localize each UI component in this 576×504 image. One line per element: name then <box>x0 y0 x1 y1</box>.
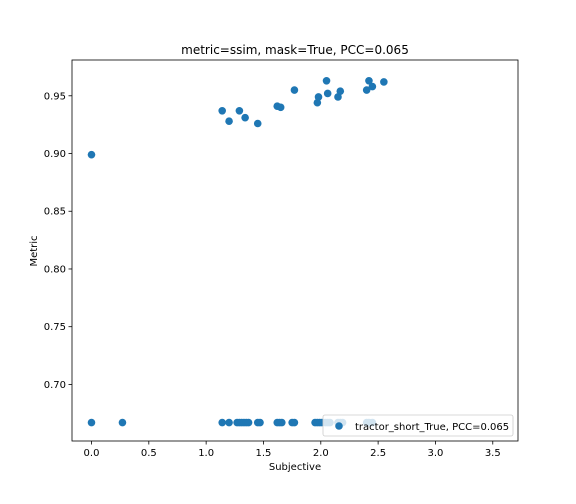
data-point <box>365 76 373 85</box>
x-tick-label: 2.5 <box>370 448 386 459</box>
y-tick-label: 0.75 <box>44 322 66 333</box>
data-point <box>218 107 226 115</box>
chart-title: metric=ssim, mask=True, PCC=0.065 <box>181 43 409 57</box>
x-tick-label: 1.0 <box>198 448 214 459</box>
y-tick-label: 0.85 <box>44 207 66 218</box>
x-tick-label: 1.5 <box>256 448 272 459</box>
data-point <box>235 107 244 115</box>
data-point <box>313 98 322 107</box>
data-point <box>87 150 96 159</box>
data-point <box>225 418 233 427</box>
legend: tractor_short_True, PCC=0.065 <box>322 414 514 437</box>
data-point <box>334 93 342 101</box>
data-point <box>278 418 286 427</box>
x-tick-label: 2.0 <box>313 448 329 459</box>
data-point <box>253 119 262 128</box>
y-tick-label: 0.70 <box>44 380 66 391</box>
data-point <box>290 86 299 94</box>
plot-area <box>71 59 519 442</box>
data-point <box>218 418 226 427</box>
data-point <box>362 86 371 94</box>
y-axis: 0.70 0.75 0.80 0.85 0.90 0.95 <box>44 91 72 391</box>
data-point <box>241 113 249 122</box>
y-tick-label: 0.80 <box>44 264 66 275</box>
x-tick-label: 3.0 <box>427 448 443 459</box>
data-point <box>322 76 331 85</box>
data-point <box>368 82 377 91</box>
data-point <box>225 117 233 125</box>
y-tick-label: 0.90 <box>44 149 66 160</box>
y-tick-label: 0.95 <box>44 91 66 102</box>
data-point <box>323 89 332 98</box>
x-tick-label: 3.5 <box>485 448 501 459</box>
data-point <box>336 87 345 95</box>
y-axis-label: Metric <box>29 235 40 266</box>
data-point <box>244 418 253 427</box>
x-tick-label: 0.5 <box>141 448 157 459</box>
data-point <box>118 418 127 427</box>
legend-label: tractor_short_True, PCC=0.065 <box>355 422 509 433</box>
legend-marker <box>335 422 343 430</box>
data-point <box>256 418 264 427</box>
data-point <box>87 418 96 427</box>
x-axis: 0.0 0.5 1.0 1.5 2.0 2.5 3.0 3.5 <box>84 441 501 459</box>
data-point <box>276 103 285 112</box>
legend-box <box>322 414 514 437</box>
data-point <box>314 93 323 101</box>
data-point <box>290 418 299 427</box>
data-point <box>380 78 388 86</box>
x-tick-label: 0.0 <box>84 448 100 459</box>
x-axis-label: Subjective <box>269 462 321 473</box>
